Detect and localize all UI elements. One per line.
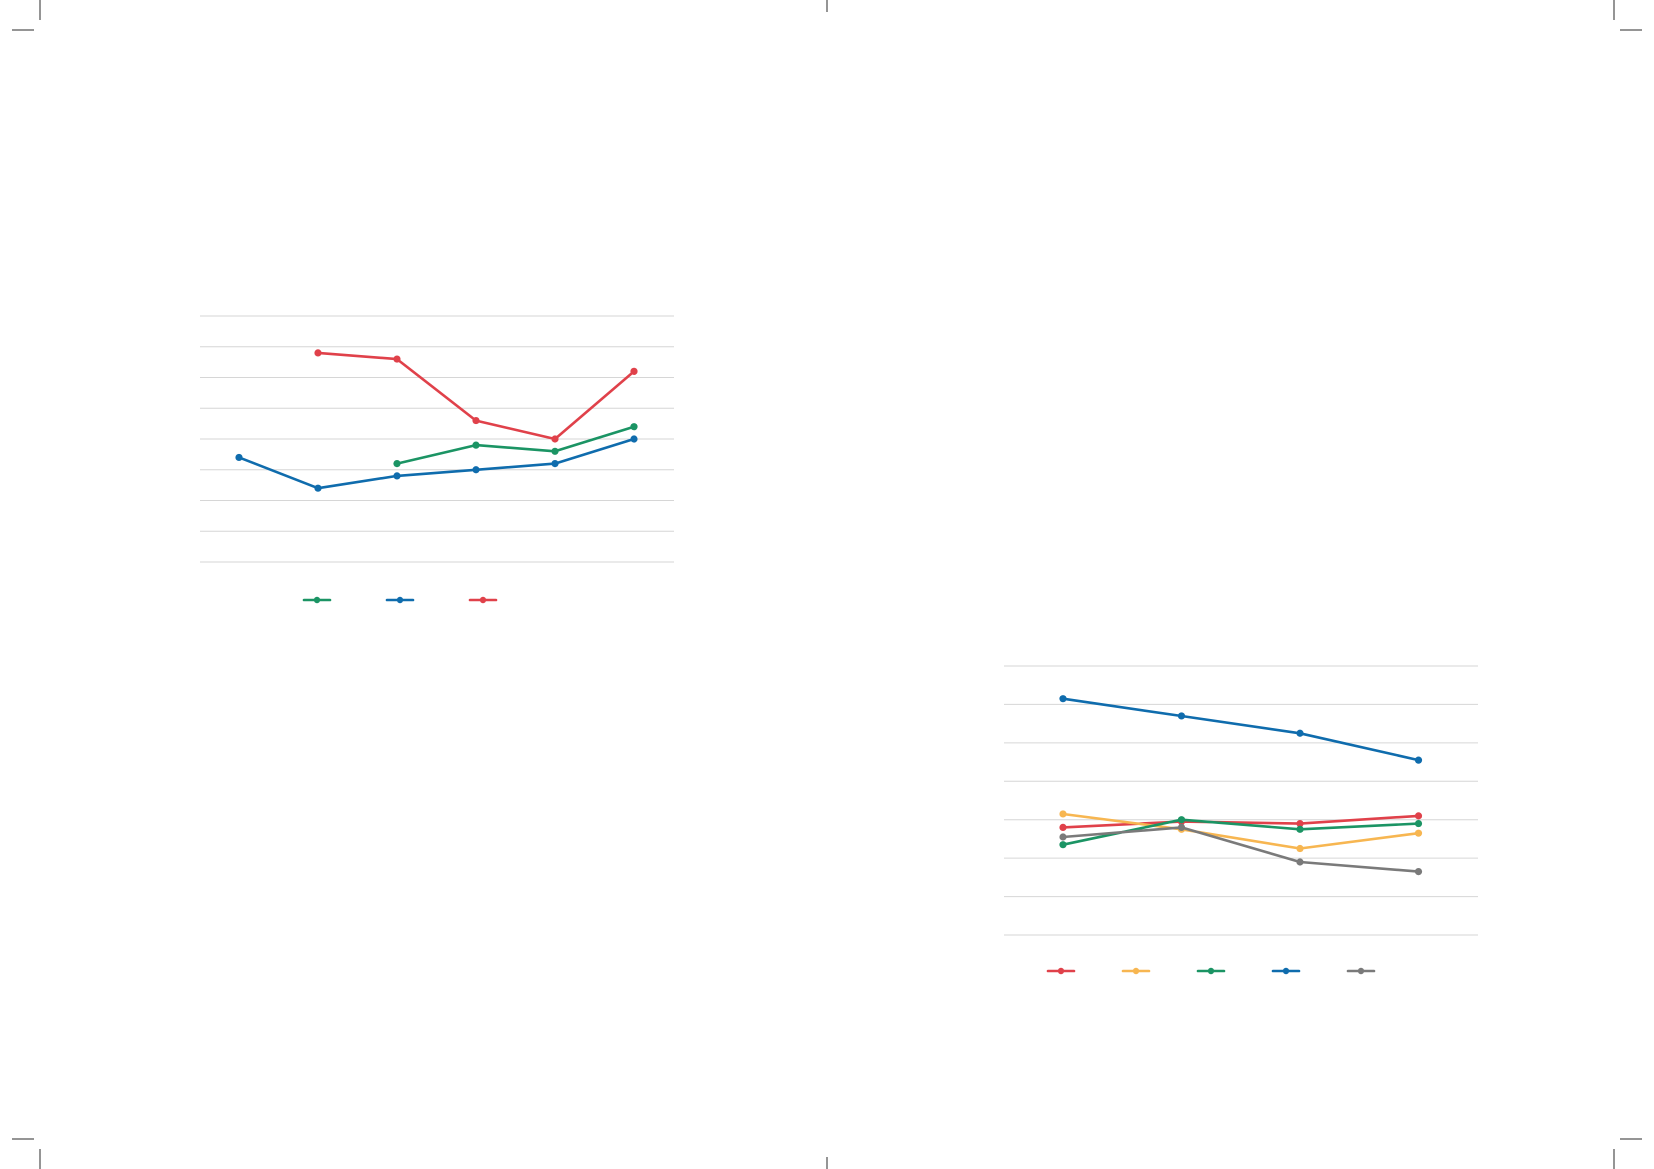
legend-swatch-marker-2 — [396, 596, 404, 604]
data-point — [551, 460, 559, 468]
legend-swatch-marker-5 — [1357, 967, 1365, 975]
data-point — [1059, 841, 1067, 849]
data-point — [1414, 867, 1423, 876]
data-point — [551, 435, 559, 443]
series-line-5 — [1061, 826, 1420, 873]
data-point — [393, 460, 401, 468]
data-point — [1177, 712, 1186, 720]
series-line-2 — [237, 437, 636, 490]
data-point — [551, 447, 559, 455]
data-point — [314, 484, 322, 492]
legend-swatch-marker-1 — [1057, 967, 1065, 975]
data-point — [472, 441, 480, 449]
data-point — [472, 416, 480, 425]
data-point — [472, 466, 480, 474]
data-point — [1414, 756, 1423, 764]
series-line-1 — [1061, 814, 1420, 829]
data-point — [1296, 729, 1304, 737]
series-line-1 — [395, 425, 636, 465]
data-point — [630, 423, 638, 431]
data-point — [630, 435, 638, 443]
series-line-2 — [1061, 812, 1420, 850]
series-line-4 — [1061, 697, 1420, 762]
legend-swatch-marker-2 — [1132, 967, 1140, 975]
data-point — [235, 453, 243, 462]
data-point — [1059, 823, 1067, 832]
data-point — [1414, 812, 1423, 820]
data-point — [314, 349, 322, 357]
data-point — [1177, 823, 1186, 832]
data-point — [393, 472, 401, 480]
legend-swatch-marker-3 — [479, 596, 487, 604]
data-point — [1414, 829, 1423, 837]
data-point — [1059, 810, 1067, 818]
legend-swatch-marker-3 — [1207, 967, 1215, 975]
data-point — [1059, 833, 1067, 841]
data-point — [393, 355, 401, 363]
legend-swatch-marker-1 — [313, 596, 321, 604]
data-point — [1296, 819, 1304, 828]
data-point — [1296, 858, 1304, 866]
data-point — [1296, 825, 1304, 833]
data-point — [1296, 844, 1304, 853]
data-point — [1177, 816, 1186, 824]
data-point — [1414, 819, 1423, 828]
data-point — [1059, 695, 1067, 703]
data-point — [630, 367, 638, 375]
legend-swatch-marker-4 — [1282, 967, 1290, 975]
